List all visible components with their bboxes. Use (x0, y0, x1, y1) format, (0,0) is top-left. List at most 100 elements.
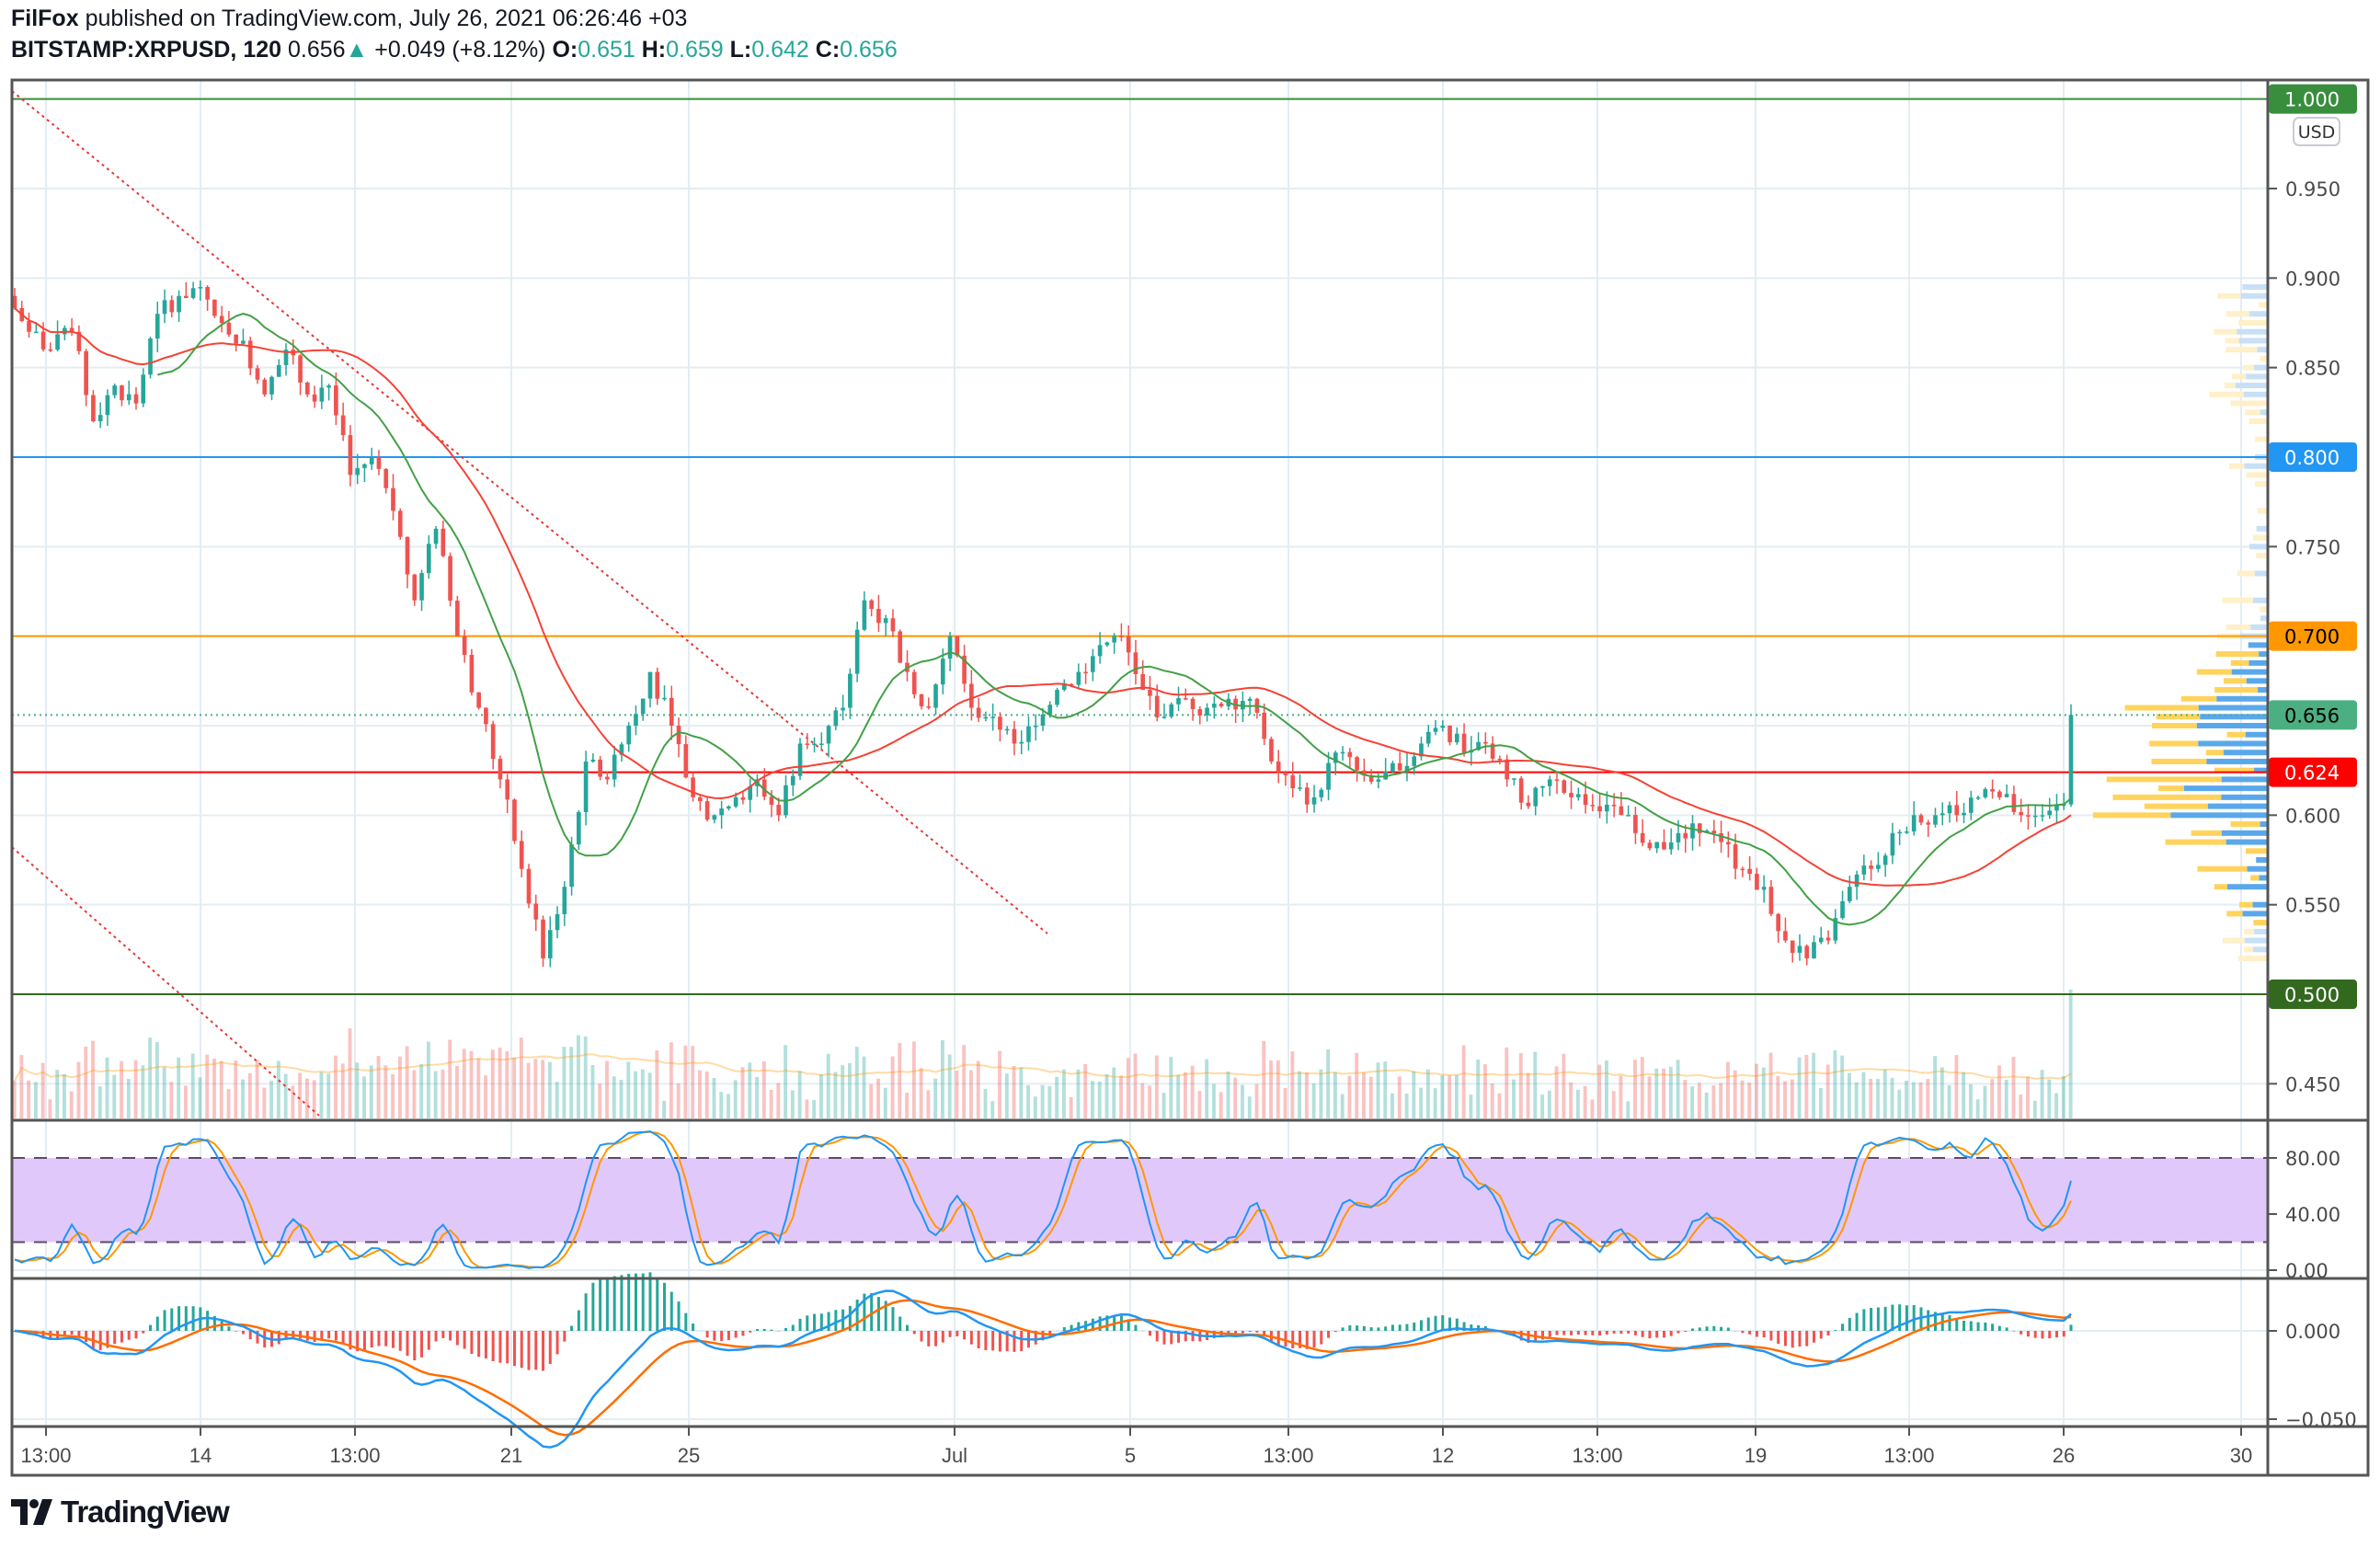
moving-averages (14, 307, 2072, 926)
volume-profile-down (2257, 508, 2268, 514)
volume-bar (291, 1085, 295, 1118)
macd-histogram-bar (391, 1331, 395, 1348)
macd-tick-label: −0.050 (2285, 1409, 2357, 1431)
author[interactable]: FilFox (11, 6, 79, 31)
macd-histogram-bar (184, 1306, 188, 1331)
volume-bar (469, 1050, 474, 1118)
candle-body (1990, 788, 1995, 792)
macd-histogram-bar (1041, 1331, 1045, 1341)
volume-bar (1962, 1071, 1966, 1118)
macd-histogram-bar (1741, 1331, 1745, 1334)
candle-body (1790, 940, 1795, 953)
candle-body (40, 331, 46, 350)
macd-histogram-bar (591, 1282, 595, 1331)
volume-profile-up (2249, 311, 2268, 317)
time-tick-label: 19 (1745, 1444, 1767, 1467)
candle-body (383, 468, 389, 488)
candle-body (655, 671, 660, 699)
candle-body (298, 355, 303, 383)
macd-histogram-bar (2048, 1331, 2052, 1339)
volume-bar (484, 1075, 487, 1118)
volume-profile-down (2244, 928, 2255, 934)
volume-bar (1176, 1074, 1181, 1118)
volume-bar (1283, 1087, 1287, 1118)
volume-bar (1676, 1060, 1680, 1118)
stoch-k-line (14, 1130, 2072, 1269)
volume-bar (1740, 1080, 1745, 1118)
volume-bar (154, 1042, 159, 1118)
candle-body (1304, 787, 1310, 805)
horizontal-levels[interactable] (12, 97, 2268, 995)
volume-bar (911, 1041, 916, 1118)
currency-badge-box[interactable] (2293, 117, 2340, 146)
macd-histogram-bar (534, 1331, 538, 1370)
volume-profile-down (2144, 803, 2208, 809)
candle-body (1676, 832, 1681, 842)
macd-histogram-bar (1333, 1331, 1337, 1333)
candle-body (76, 331, 82, 351)
level-label-0.800: 0.800 (2284, 447, 2340, 469)
volume-bar (1647, 1076, 1652, 1118)
macd-histogram-bar (870, 1293, 874, 1331)
volume-bar (1241, 1084, 1244, 1118)
macd-histogram-bar (1384, 1326, 1388, 1331)
macd-histogram-bar (1291, 1331, 1295, 1348)
volume-bar (1047, 1085, 1052, 1118)
time-tick-label: 5 (1125, 1444, 1136, 1467)
macd-histogram-bar (834, 1310, 838, 1331)
candle-body (1804, 945, 1810, 959)
volume-bar (1526, 1072, 1530, 1118)
stoch-tick-label: 40.00 (2285, 1204, 2340, 1226)
volume-bar (1190, 1065, 1195, 1118)
volume-bar (1569, 1082, 1573, 1118)
macd-histogram-bar (1419, 1320, 1423, 1331)
level-label-0.624: 0.624 (2284, 762, 2340, 785)
volume-bar (833, 1071, 838, 1118)
price-axis-labels[interactable]: 1.000 0.800 0.700 0.624 0.500 0.656 USD (2269, 84, 2357, 1009)
candle-body (340, 415, 346, 436)
macd-histogram-bar (1148, 1331, 1151, 1336)
volume-profile-up (2254, 570, 2268, 577)
macd-histogram-bar (206, 1311, 210, 1331)
volume-bar (1112, 1067, 1116, 1118)
volume-bar (812, 1100, 817, 1118)
macd-histogram-bar (70, 1331, 74, 1335)
tradingview-logo[interactable]: TradingView (11, 1495, 230, 1530)
volume-profile-down (2223, 678, 2247, 684)
candle-body (919, 693, 924, 706)
macd-histogram-bar (1348, 1324, 1352, 1331)
volume-profile-up (2245, 731, 2268, 738)
macd-histogram-bar (1284, 1331, 1287, 1346)
candle-body (1711, 831, 1717, 833)
volume-bar (533, 1059, 538, 1118)
macd-histogram-bar (327, 1331, 331, 1339)
currency-badge[interactable]: USD (2298, 122, 2336, 143)
macd-histogram-bar (1720, 1326, 1723, 1331)
candle-body (933, 684, 938, 708)
macd-histogram-bar (349, 1331, 352, 1350)
macd-histogram-bar (1248, 1331, 1252, 1333)
volume-bar (433, 1071, 438, 1118)
volume-bar (1447, 1075, 1452, 1118)
candle-body (1611, 804, 1617, 807)
macd-histogram-bar (677, 1301, 681, 1331)
volume-bar (634, 1071, 638, 1118)
symbol[interactable]: BITSTAMP:XRPUSD, 120 (11, 37, 282, 63)
trend-lines[interactable] (11, 90, 1048, 1117)
trend-line-upper[interactable] (11, 90, 1048, 934)
volume-bar (1755, 1063, 1758, 1118)
macd-histogram-bar (1013, 1331, 1016, 1352)
macd-histogram-bar (149, 1324, 153, 1331)
candle-body (926, 705, 932, 708)
macd-histogram-bar (498, 1331, 502, 1363)
volume-bar (1990, 1079, 1995, 1118)
volume-bar (669, 1042, 673, 1118)
volume-bar (198, 1077, 202, 1118)
volume-bar (626, 1061, 631, 1118)
candle-body (69, 327, 74, 332)
macd-histogram-bar (1684, 1331, 1688, 1332)
macd-histogram-bar (1562, 1331, 1566, 1335)
candle-body (990, 716, 995, 718)
stoch-band-fill (12, 1158, 2268, 1243)
